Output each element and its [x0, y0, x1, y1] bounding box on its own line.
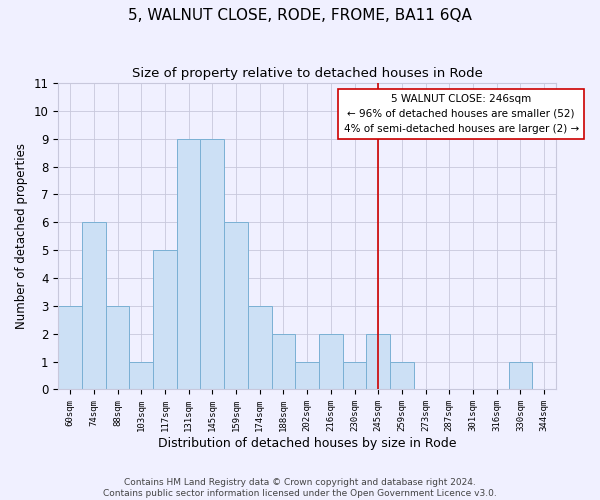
Bar	[82, 222, 106, 390]
Bar	[106, 306, 130, 390]
Bar	[272, 334, 295, 390]
Title: Size of property relative to detached houses in Rode: Size of property relative to detached ho…	[131, 68, 482, 80]
Bar	[130, 362, 153, 390]
Text: 5, WALNUT CLOSE, RODE, FROME, BA11 6QA: 5, WALNUT CLOSE, RODE, FROME, BA11 6QA	[128, 8, 472, 22]
Bar	[367, 334, 390, 390]
Y-axis label: Number of detached properties: Number of detached properties	[15, 144, 28, 330]
Text: 5 WALNUT CLOSE: 246sqm
← 96% of detached houses are smaller (52)
4% of semi-deta: 5 WALNUT CLOSE: 246sqm ← 96% of detached…	[344, 94, 579, 134]
X-axis label: Distribution of detached houses by size in Rode: Distribution of detached houses by size …	[158, 437, 457, 450]
Bar	[177, 139, 200, 390]
Bar	[390, 362, 414, 390]
Text: Contains HM Land Registry data © Crown copyright and database right 2024.
Contai: Contains HM Land Registry data © Crown c…	[103, 478, 497, 498]
Bar	[153, 250, 177, 390]
Bar	[295, 362, 319, 390]
Bar	[509, 362, 532, 390]
Bar	[343, 362, 367, 390]
Bar	[58, 306, 82, 390]
Bar	[200, 139, 224, 390]
Bar	[248, 306, 272, 390]
Bar	[224, 222, 248, 390]
Bar	[319, 334, 343, 390]
